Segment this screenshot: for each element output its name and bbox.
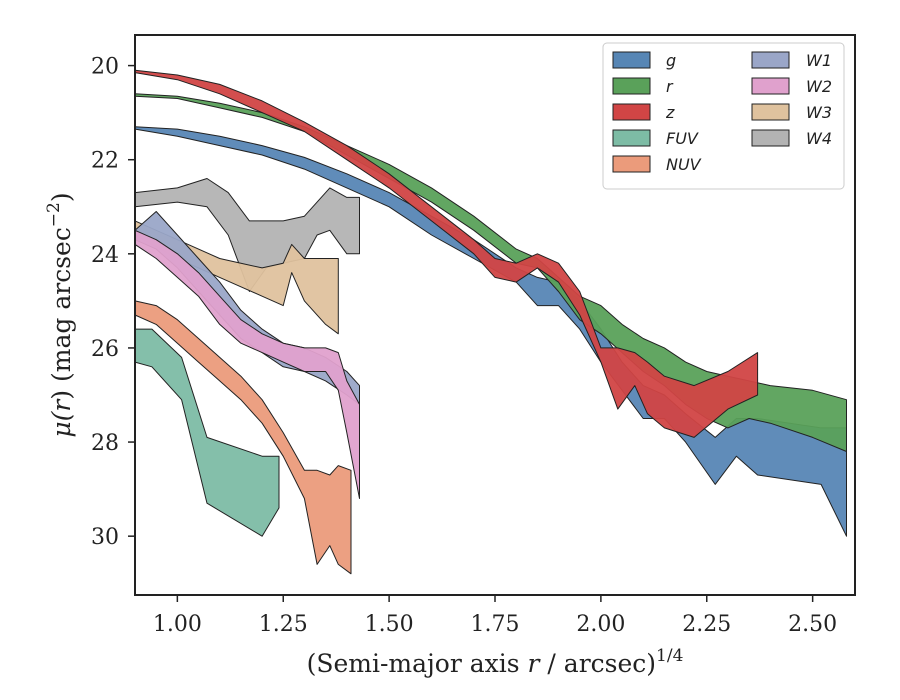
legend-swatch-w1 xyxy=(751,51,790,69)
legend-label-w3: W3 xyxy=(806,103,832,122)
legend-swatch-r xyxy=(612,77,651,95)
legend: grz FUV NUV W1 W2 W3 W4 xyxy=(602,42,845,190)
x-tick-label: 2.25 xyxy=(682,612,731,637)
legend-label-w1: W1 xyxy=(806,51,832,70)
y-tick-label: 24 xyxy=(91,243,119,268)
legend-entries: grz FUV NUV W1 W2 W3 W4 xyxy=(612,51,832,174)
y-axis-ticks: 20 22 24 26 28 30 xyxy=(91,55,135,550)
x-axis-label: (Semi-major axis r / arcsec)1/4 xyxy=(307,646,684,678)
legend-swatch-nuv xyxy=(612,155,651,173)
x-tick-label: 1.50 xyxy=(365,612,414,637)
legend-swatch-fuv xyxy=(612,129,651,147)
legend-label-fuv: FUV xyxy=(666,129,699,148)
y-tick-label: 28 xyxy=(91,431,119,456)
x-tick-label: 2.00 xyxy=(576,612,625,637)
x-tick-label: 1.25 xyxy=(259,612,308,637)
band-nuv xyxy=(134,300,352,575)
x-tick-label: 2.50 xyxy=(788,612,837,637)
legend-label-r: r xyxy=(666,77,674,96)
legend-swatch-g xyxy=(612,51,651,69)
y-tick-label: 20 xyxy=(91,55,119,80)
legend-swatch-w3 xyxy=(751,103,790,121)
profile-bands xyxy=(134,69,847,575)
y-tick-label: 26 xyxy=(91,337,119,362)
legend-swatch-z xyxy=(612,103,651,121)
x-axis-ticks: 1.00 1.25 1.50 1.75 2.00 2.25 2.50 xyxy=(153,595,837,637)
band-w4 xyxy=(134,178,360,292)
band-z xyxy=(134,69,759,438)
band-w2 xyxy=(134,229,360,499)
y-axis-label: μ(r) (mag arcsec−2) xyxy=(44,192,76,437)
x-tick-label: 1.00 xyxy=(153,612,202,637)
y-tick-label: 30 xyxy=(91,525,119,550)
band-fuv xyxy=(134,328,280,537)
legend-swatch-w2 xyxy=(751,77,790,95)
legend-label-nuv: NUV xyxy=(666,155,702,174)
legend-label-w4: W4 xyxy=(806,129,832,148)
legend-label-z: z xyxy=(665,103,675,122)
legend-label-w2: W2 xyxy=(806,77,832,96)
legend-label-g: g xyxy=(666,51,676,70)
y-tick-label: 22 xyxy=(91,149,119,174)
legend-swatch-w4 xyxy=(751,129,790,147)
band-r xyxy=(134,93,847,452)
x-tick-label: 1.75 xyxy=(471,612,520,637)
